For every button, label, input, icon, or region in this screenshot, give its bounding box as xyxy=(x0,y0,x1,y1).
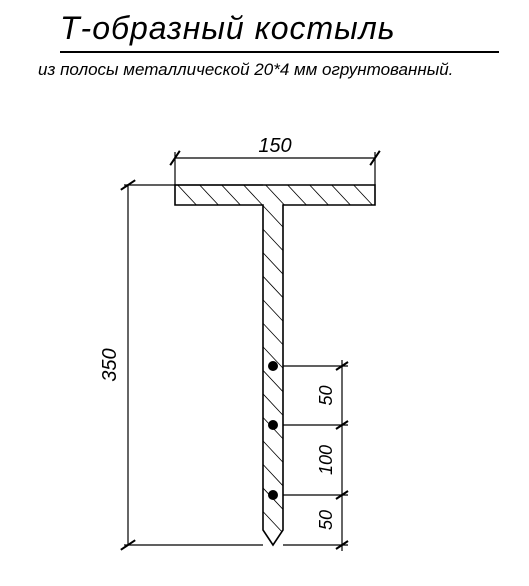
svg-text:150: 150 xyxy=(258,135,291,157)
page-title: Т-образный костыль xyxy=(60,10,499,53)
svg-text:350: 350 xyxy=(99,348,121,381)
technical-drawing-svg: 150 350 50 100 50 xyxy=(0,130,529,581)
svg-text:50: 50 xyxy=(316,510,336,530)
svg-text:100: 100 xyxy=(316,445,336,475)
page-subtitle: из полосы металлической 20*4 мм огрунтов… xyxy=(38,60,453,80)
svg-text:50: 50 xyxy=(316,385,336,405)
diagram-container: Т-образный костыль из полосы металлическ… xyxy=(0,0,529,581)
drawing-area: 150 350 50 100 50 xyxy=(0,130,529,581)
